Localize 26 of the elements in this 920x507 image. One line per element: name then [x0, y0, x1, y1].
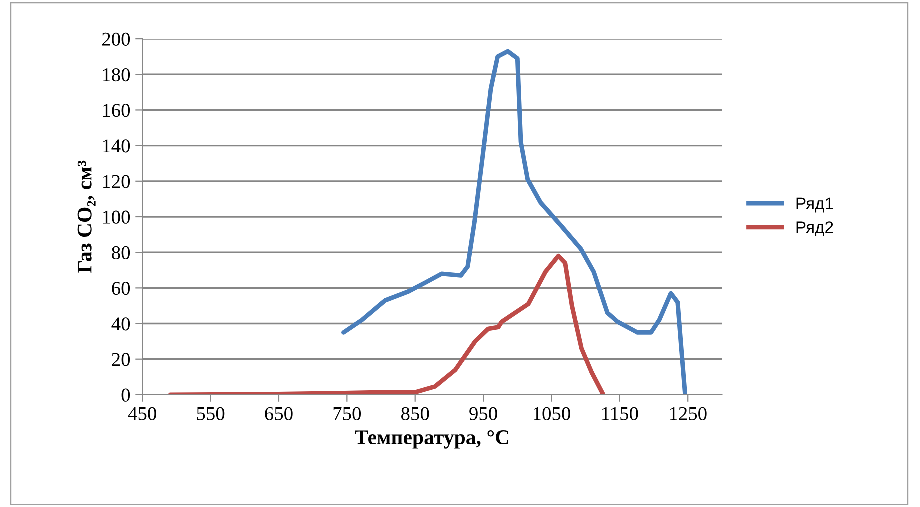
x-tick-label: 650	[265, 407, 293, 420]
x-tick-label: 750	[334, 407, 362, 420]
x-tick-label: 1150	[602, 407, 638, 420]
y-tick-label: 60	[112, 282, 130, 296]
y-tick-label: 100	[103, 210, 130, 224]
legend-label: Ряд2	[796, 222, 834, 237]
y-tick-label: 20	[112, 353, 130, 366]
x-tick-label: 1050	[534, 407, 570, 420]
line-series	[168, 254, 606, 395]
y-tick-label: 140	[103, 140, 130, 153]
y-tick-label: 160	[103, 104, 130, 118]
x-tick-label: 450	[128, 407, 156, 420]
y-tick-label: 0	[122, 388, 130, 402]
y-tick-label: 80	[112, 246, 130, 260]
x-tick-label: 1250	[670, 407, 707, 420]
x-tick-label: 550	[197, 407, 225, 420]
line-series	[342, 49, 688, 395]
legend-label: Ряд1	[796, 198, 834, 213]
x-axis-title: Температура, °C	[355, 430, 509, 449]
y-tick-label: 180	[103, 68, 130, 82]
y-axis-title: Газ CO₂, см³	[78, 160, 96, 274]
y-tick-label: 40	[112, 318, 130, 331]
y-tick-label: 200	[102, 32, 130, 46]
y-tick-label: 120	[103, 175, 130, 188]
x-tick-label: 950	[470, 407, 498, 420]
x-tick-label: 850	[402, 407, 430, 420]
